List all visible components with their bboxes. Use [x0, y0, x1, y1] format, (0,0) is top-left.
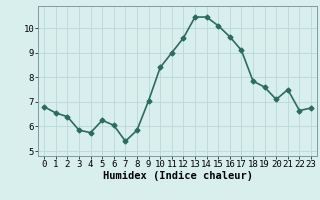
- X-axis label: Humidex (Indice chaleur): Humidex (Indice chaleur): [103, 171, 252, 181]
